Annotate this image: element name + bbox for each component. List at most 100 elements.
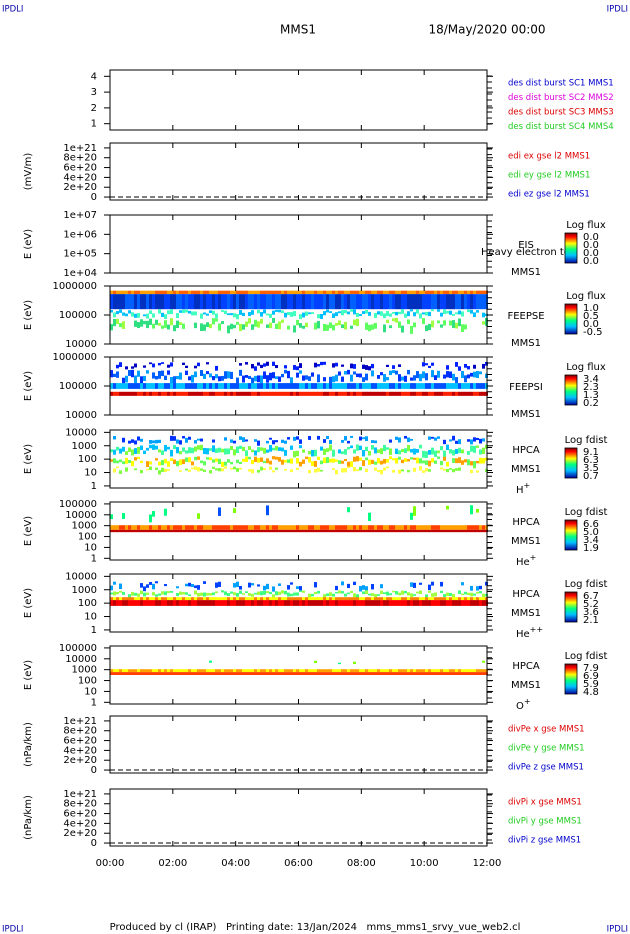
spectrogram-texture	[254, 525, 257, 530]
spectrogram-texture	[167, 469, 170, 471]
x-tick-label: 06:00	[284, 858, 313, 869]
spectrogram-texture	[113, 600, 116, 606]
spectrogram-texture	[245, 391, 248, 396]
spectrogram-texture	[173, 525, 176, 530]
y-tick-label: 1e+06	[63, 229, 97, 240]
spectrogram-texture	[314, 525, 317, 530]
spectrogram-texture	[365, 365, 368, 370]
spectrogram-texture	[344, 458, 347, 462]
spectrogram-texture	[350, 374, 353, 382]
spectrogram-texture	[278, 529, 281, 533]
spectrogram-texture	[374, 447, 377, 454]
spectrogram-texture	[209, 669, 212, 673]
spectrogram-texture	[398, 321, 401, 328]
spectrogram-texture	[251, 290, 254, 295]
spectrogram-texture	[155, 383, 158, 389]
spectrogram-texture	[197, 529, 200, 533]
spectrogram-texture	[374, 290, 377, 295]
spectrogram-texture	[458, 290, 461, 295]
spectrogram-texture	[266, 391, 269, 396]
spectrogram-texture	[284, 669, 287, 673]
spectrogram-texture	[281, 383, 284, 389]
spectrogram-texture	[392, 290, 395, 295]
spectrogram-texture	[182, 362, 185, 365]
colorbar-tick-label: 0.7	[583, 471, 599, 482]
spectrogram-texture	[179, 322, 182, 326]
spectrogram-texture	[407, 311, 410, 317]
spectrogram-texture	[326, 597, 329, 601]
spectrogram-texture	[347, 311, 350, 315]
spectrogram-texture	[236, 391, 239, 396]
spectrogram-texture	[170, 377, 173, 384]
spectrogram-texture	[365, 436, 368, 442]
spectrogram-texture	[263, 294, 266, 310]
spectrogram-texture	[389, 294, 392, 310]
spectrogram-texture	[200, 323, 203, 332]
spectrogram-texture	[344, 294, 347, 310]
spectrogram-texture	[317, 669, 320, 673]
spectrogram-texture	[110, 459, 113, 462]
spectrogram-texture	[281, 391, 284, 396]
spectrogram-texture	[308, 383, 311, 389]
spectrogram-texture	[416, 449, 419, 453]
spectrogram-texture	[341, 310, 344, 316]
spectrogram-texture	[458, 310, 461, 315]
spectrogram-texture	[293, 597, 296, 601]
y-tick-label: 10000	[65, 510, 97, 521]
spectrogram-texture	[134, 529, 137, 533]
spectrogram-texture	[209, 525, 212, 530]
spectrogram-texture	[110, 310, 113, 313]
spectrogram-texture	[338, 294, 341, 310]
spectrogram-texture	[407, 525, 410, 530]
spectrogram-texture	[209, 672, 212, 675]
spectrogram-texture	[245, 456, 248, 462]
spectrogram-texture	[317, 525, 320, 530]
spectrogram-texture	[212, 294, 215, 310]
spectrogram-texture	[233, 313, 236, 318]
spectrogram-texture	[431, 597, 434, 601]
spectrogram-texture	[215, 458, 218, 462]
spectrogram-texture	[362, 529, 365, 533]
spectrogram-texture	[341, 439, 344, 443]
spectrogram-texture	[266, 600, 269, 606]
spectrogram-texture	[266, 313, 269, 316]
spectrogram-texture	[236, 672, 239, 675]
spectrogram-texture	[116, 591, 119, 595]
spectrogram-texture	[221, 672, 224, 675]
spectrogram-texture	[185, 529, 188, 533]
spectrogram-texture	[248, 672, 251, 675]
spectrogram-texture	[197, 294, 200, 310]
spectrogram-texture	[251, 310, 254, 315]
spectrogram-texture	[323, 669, 326, 673]
spectrogram-texture	[419, 590, 422, 595]
spectrogram-texture	[410, 294, 413, 310]
spectrogram-texture	[470, 585, 473, 591]
spectrogram-texture	[179, 440, 182, 445]
spectrogram-texture	[419, 669, 422, 673]
spectrogram-texture	[314, 529, 317, 533]
spectrogram-texture	[437, 600, 440, 606]
colorbar-tick-label: 4.8	[583, 687, 599, 698]
spectrogram-texture	[332, 600, 335, 606]
spectrogram-texture	[398, 669, 401, 673]
spectrogram-texture	[188, 672, 191, 675]
spectrogram-texture	[422, 362, 425, 367]
spectrogram-texture	[467, 672, 470, 675]
spectrogram-texture	[452, 672, 455, 675]
spectrogram-texture	[260, 312, 263, 317]
spectrogram-texture	[239, 436, 242, 440]
spectrogram-texture	[329, 600, 332, 606]
spectrogram-texture	[164, 672, 167, 675]
spectrogram-texture	[152, 511, 155, 517]
spectrogram-texture	[140, 445, 143, 451]
spectrogram-texture	[266, 458, 269, 464]
spectrogram-texture	[470, 672, 473, 675]
spectrogram-texture	[194, 529, 197, 533]
spectrogram-texture	[380, 460, 383, 465]
spectrogram-texture	[203, 529, 206, 533]
spectrogram-texture	[482, 669, 485, 673]
spectrogram-texture	[413, 294, 416, 310]
spectrogram-texture	[167, 370, 170, 375]
spectrogram-texture	[401, 529, 404, 533]
spectrogram-texture	[470, 600, 473, 606]
